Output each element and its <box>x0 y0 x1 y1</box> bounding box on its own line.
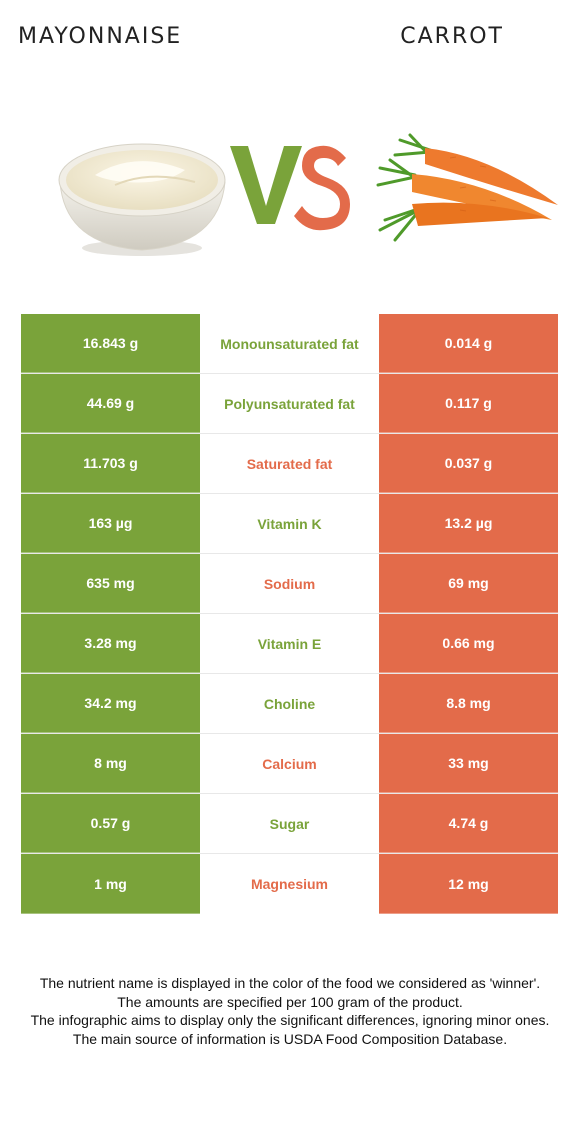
left-value: 11.703 g <box>21 434 200 493</box>
header: MAYONNAISE CARROT <box>0 24 580 54</box>
nutrient-name: Sodium <box>200 554 379 613</box>
table-row: 11.703 g Saturated fat 0.037 g <box>21 434 558 494</box>
table-row: 163 µg Vitamin K 13.2 µg <box>21 494 558 554</box>
vs-label <box>230 145 350 231</box>
left-value: 163 µg <box>21 494 200 553</box>
nutrient-table: 16.843 g Monounsaturated fat 0.014 g 44.69 … <box>21 314 558 914</box>
hero-images <box>0 120 580 270</box>
right-value: 0.014 g <box>379 314 558 373</box>
left-value: 44.69 g <box>21 374 200 433</box>
footer-line-4: The main source of information is USDA F… <box>72 1030 508 1047</box>
nutrient-name: Sugar <box>200 794 379 853</box>
left-value: 8 mg <box>21 734 200 793</box>
footer-line-1: The nutrient name is displayed in the co… <box>39 975 541 991</box>
nutrient-name: Saturated fat <box>200 434 379 493</box>
left-value: 3.28 mg <box>21 614 200 673</box>
left-food-title: MAYONNAISE <box>18 24 183 49</box>
nutrient-name: Vitamin E <box>200 614 379 673</box>
left-value: 16.843 g <box>21 314 200 373</box>
nutrient-name: Choline <box>200 674 379 733</box>
right-value: 0.037 g <box>379 434 558 493</box>
left-value: 1 mg <box>21 854 200 914</box>
table-row: 34.2 mg Choline 8.8 mg <box>21 674 558 734</box>
left-value: 0.57 g <box>21 794 200 853</box>
nutrient-name: Vitamin K <box>200 494 379 553</box>
table-row: 16.843 g Monounsaturated fat 0.014 g <box>21 314 558 374</box>
nutrient-name: Calcium <box>200 734 379 793</box>
nutrient-name: Magnesium <box>200 854 379 914</box>
footer-notes: The nutrient name is displayed in the co… <box>10 974 570 1048</box>
right-food-title: CARROT <box>400 24 504 49</box>
table-row: 44.69 g Polyunsaturated fat 0.117 g <box>21 374 558 434</box>
right-value: 33 mg <box>379 734 558 793</box>
right-value: 69 mg <box>379 554 558 613</box>
right-value: 4.74 g <box>379 794 558 853</box>
nutrient-name: Polyunsaturated fat <box>200 374 379 433</box>
nutrient-name: Monounsaturated fat <box>200 314 379 373</box>
footer-line-3: The infographic aims to display only the… <box>30 1012 550 1028</box>
table-row: 3.28 mg Vitamin E 0.66 mg <box>21 614 558 674</box>
right-value: 8.8 mg <box>379 674 558 733</box>
table-row: 0.57 g Sugar 4.74 g <box>21 794 558 854</box>
carrot-image <box>376 133 558 242</box>
right-value: 12 mg <box>379 854 558 914</box>
mayonnaise-image <box>58 143 226 256</box>
right-value: 13.2 µg <box>379 494 558 553</box>
footer-line-2: The amounts are specified per 100 gram o… <box>117 993 463 1010</box>
left-value: 34.2 mg <box>21 674 200 733</box>
right-value: 0.66 mg <box>379 614 558 673</box>
left-value: 635 mg <box>21 554 200 613</box>
table-row: 8 mg Calcium 33 mg <box>21 734 558 794</box>
table-row: 1 mg Magnesium 12 mg <box>21 854 558 914</box>
table-row: 635 mg Sodium 69 mg <box>21 554 558 614</box>
right-value: 0.117 g <box>379 374 558 433</box>
